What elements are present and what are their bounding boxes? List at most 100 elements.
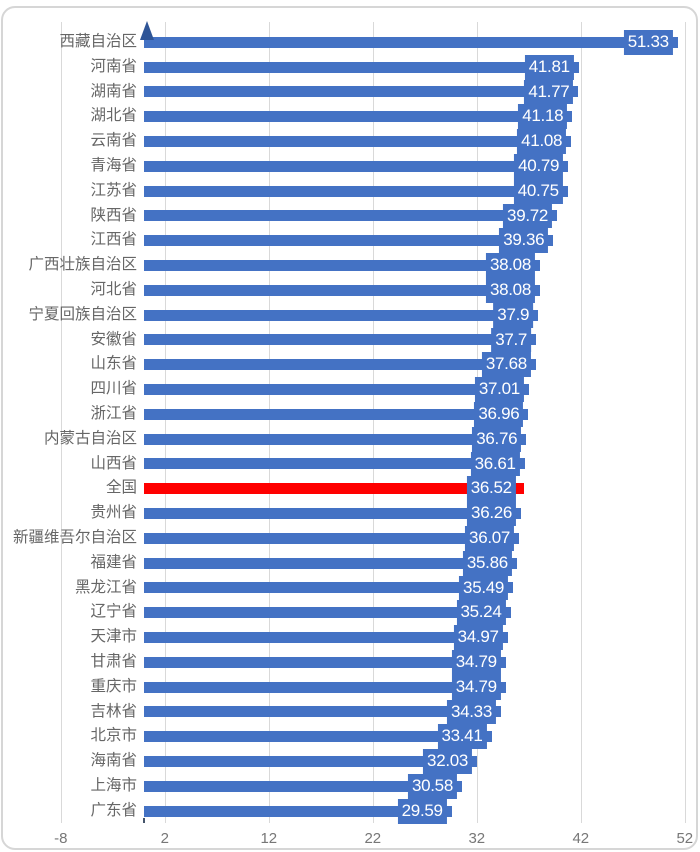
value-label: 38.08 [485,253,535,278]
x-axis-tick-label: 12 [260,830,278,847]
chart-row: 黑龙江省 35.49 [3,575,700,601]
value-label: 34.79 [451,674,501,700]
value-label: 29.59 [397,798,447,824]
chart-row: 云南省 41.08 [3,129,700,154]
chart-row: 吉林省 34.33 [3,699,700,725]
bar [144,805,452,817]
chart-row: 福建省 35.86 [3,550,700,576]
value-label: 38.08 [485,278,535,303]
category-label: 江西省 [90,231,137,249]
value-label: 34.79 [451,650,501,675]
value-label: 30.58 [407,774,457,799]
chart-row: 广东省 29.59 [3,798,700,824]
chart-row: 北京市 33.41 [3,724,700,750]
value-label: 35.86 [462,550,512,576]
bar [144,656,506,668]
category-label: 山西省 [90,454,137,472]
bar [144,532,520,544]
value-label: 32.03 [423,749,473,774]
gridline [268,22,270,823]
category-label: 山东省 [90,355,137,373]
chart-row: 上海市 30.58 [3,774,700,799]
value-label: 39.36 [499,228,549,254]
bar [144,756,478,768]
bar [144,160,569,172]
category-label: 吉林省 [90,702,137,720]
bar [144,607,511,619]
bar [144,557,517,569]
bar [144,433,527,445]
category-label: 福建省 [90,553,137,571]
chart-row: 山东省 37.68 [3,352,700,378]
chart-row: 安徽省 37.7 [3,327,700,353]
value-label: 37.01 [474,377,524,402]
bar [144,210,558,222]
category-label: 河北省 [90,281,137,298]
gridline [60,22,62,823]
bar [144,334,537,346]
category-label: 云南省 [90,132,137,150]
category-label: 四川省 [90,380,137,398]
axis-arrow-icon [139,21,154,40]
category-label: 甘肃省 [90,653,137,670]
bar [144,309,539,321]
category-label: 新疆维吾尔自治区 [12,529,137,546]
value-label: 34.97 [453,625,503,650]
x-axis-tick-label: -8 [54,830,68,847]
gridline [164,22,166,823]
value-label: 41.08 [517,129,567,154]
value-label: 37.9 [493,302,534,328]
chart-row: 河南省 41.81 [3,54,700,80]
chart-row: 浙江省 36.96 [3,402,700,427]
category-label: 海南省 [90,752,137,770]
chart-row: 西藏自治区 51.33 [3,30,700,55]
category-label: 广西壮族自治区 [28,256,137,274]
bar [144,582,514,594]
category-label: 湖北省 [90,107,137,125]
value-label: 36.61 [470,451,520,477]
chart-row: 贵州省 36.26 [3,501,700,526]
category-label: 江苏省 [90,181,137,199]
bar [144,359,536,371]
category-label: 内蒙古自治区 [43,429,137,447]
category-label: 安徽省 [90,330,137,348]
bar [144,458,525,470]
bar [144,632,508,644]
category-label: 辽宁省 [90,603,137,621]
value-label: 34.33 [446,699,496,725]
bar [144,706,501,718]
category-label: 青海省 [90,157,137,174]
chart-frame: 西藏自治区 51.33 河南省 41.81 湖南省 41.77 湖北省 41.1… [1,6,698,850]
chart-row: 青海省 40.79 [3,154,700,179]
category-label: 宁夏回族自治区 [28,305,137,323]
bar [144,235,554,247]
x-axis-tick-label: 52 [676,830,694,847]
x-axis-tick-label: 32 [468,830,486,847]
value-label: 36.96 [474,402,524,427]
value-label: 41.81 [524,54,574,80]
category-label: 重庆市 [90,677,137,695]
bar [144,508,522,520]
chart-row: 广西壮族自治区 38.08 [3,253,700,278]
chart-row: 河北省 38.08 [3,278,700,303]
value-label: 33.41 [437,724,487,750]
value-label: 35.24 [456,600,506,626]
chart-row: 全国 36.52 [3,476,700,502]
chart-row: 新疆维吾尔自治区 36.07 [3,526,700,551]
bar [144,111,573,123]
value-label: 37.68 [481,352,531,378]
bar [144,384,529,396]
chart-row: 湖北省 41.18 [3,104,700,130]
chart-row: 辽宁省 35.24 [3,600,700,626]
bar [144,284,540,296]
gridline [684,22,686,823]
category-label: 黑龙江省 [74,578,137,596]
value-label: 40.75 [513,178,563,204]
value-label: 36.52 [466,476,516,502]
bar [144,681,506,693]
gridline [372,22,374,823]
value-label: 36.26 [467,501,517,526]
value-label: 36.76 [472,426,522,452]
category-label: 浙江省 [90,405,137,422]
zero-axis-tick-icon [143,818,145,823]
